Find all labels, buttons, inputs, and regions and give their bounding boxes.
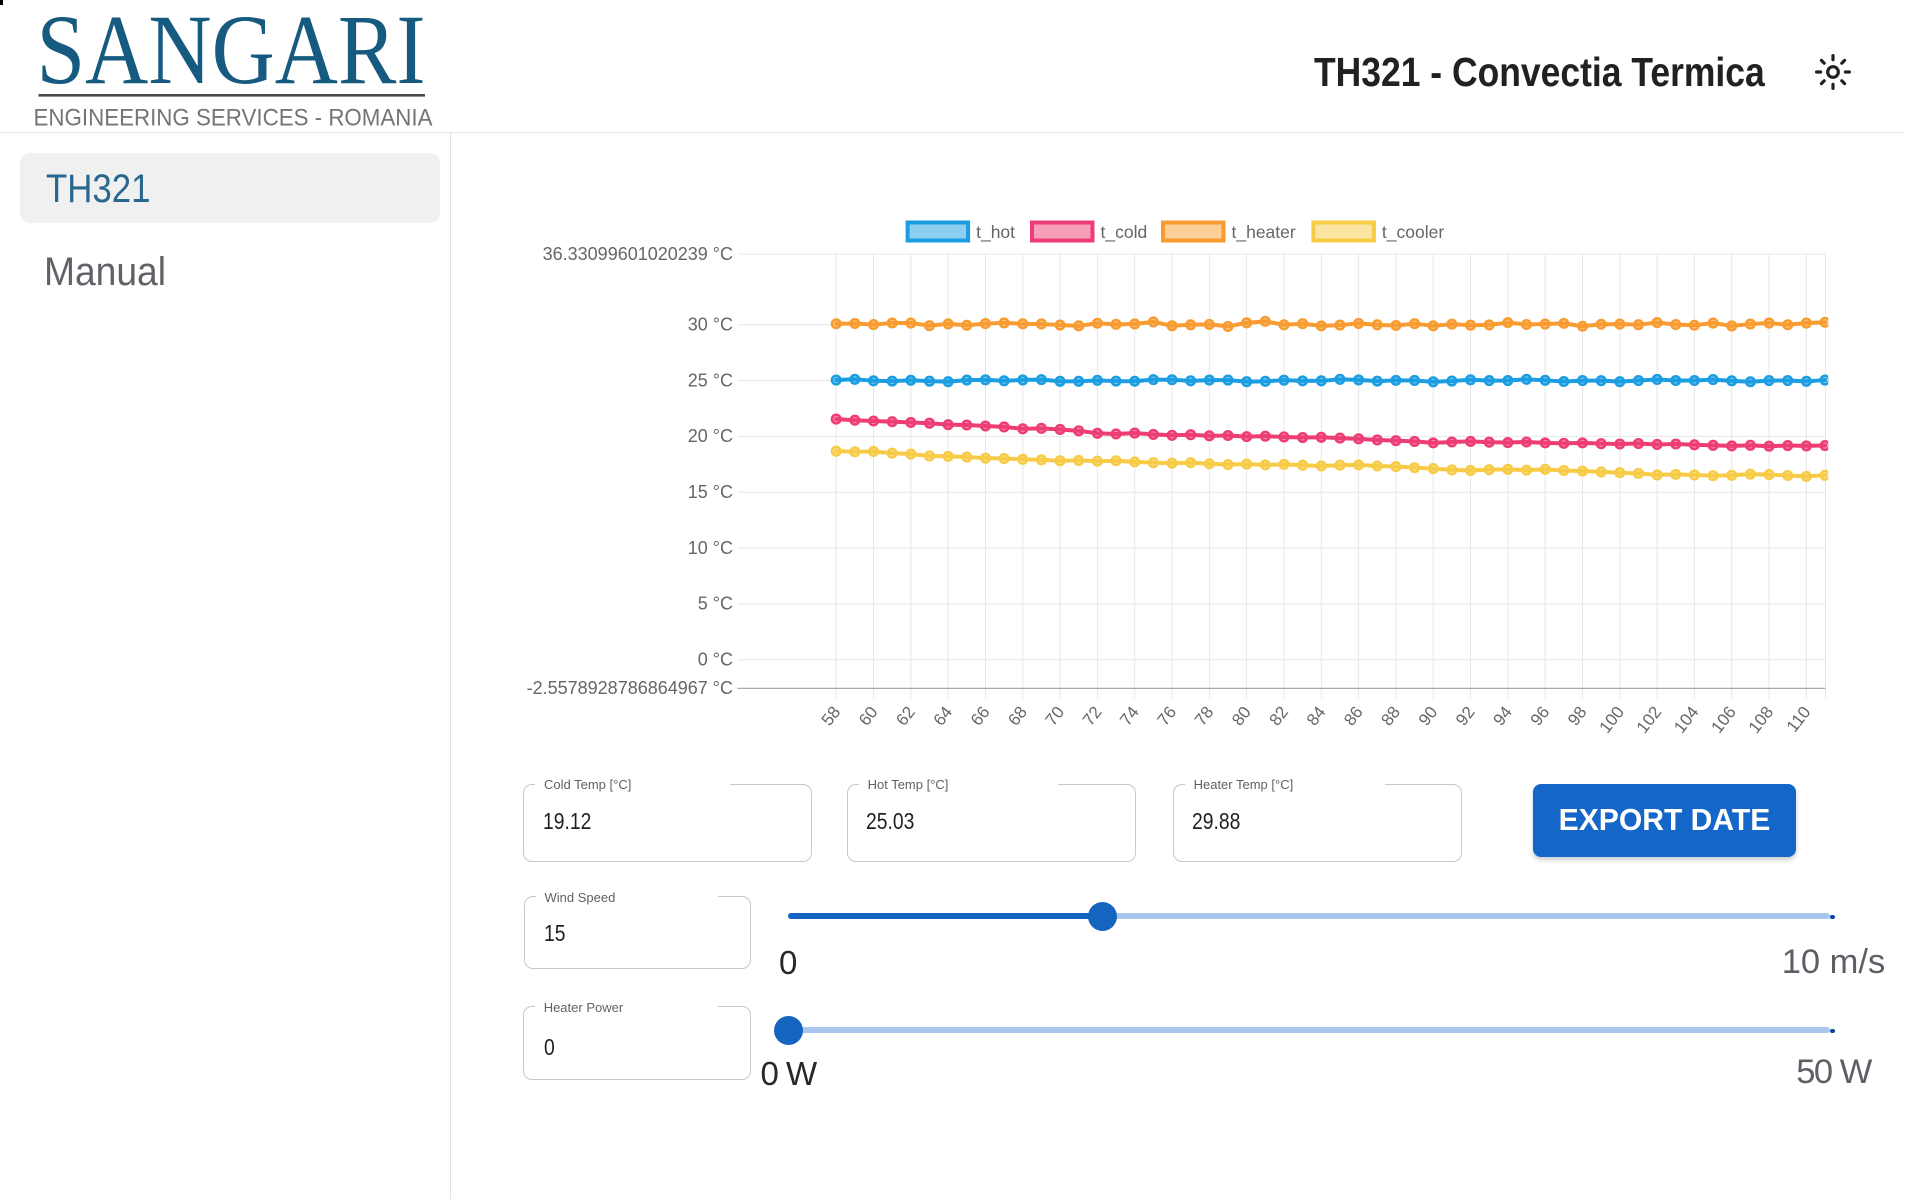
svg-text:15 °C: 15 °C: [688, 482, 733, 502]
svg-text:36.33099601020239 °C: 36.33099601020239 °C: [543, 244, 733, 264]
svg-text:94: 94: [1489, 703, 1516, 730]
svg-text:92: 92: [1452, 703, 1479, 730]
svg-text:t_heater: t_heater: [1232, 222, 1296, 243]
svg-text:100: 100: [1596, 703, 1628, 737]
svg-text:72: 72: [1079, 703, 1106, 730]
svg-text:68: 68: [1004, 703, 1031, 730]
svg-text:108: 108: [1745, 703, 1777, 737]
svg-text:60: 60: [855, 703, 882, 730]
svg-text:t_cold: t_cold: [1101, 222, 1148, 243]
svg-text:30 °C: 30 °C: [688, 315, 733, 335]
svg-text:0 °C: 0 °C: [698, 650, 733, 670]
svg-text:10 °C: 10 °C: [688, 538, 733, 558]
svg-text:78: 78: [1191, 703, 1218, 730]
svg-text:5 °C: 5 °C: [698, 594, 733, 614]
svg-text:ENGINEERING SERVICES - ROMANIA: ENGINEERING SERVICES - ROMANIA: [34, 105, 433, 132]
svg-text:82: 82: [1266, 703, 1293, 730]
svg-text:84: 84: [1303, 703, 1330, 730]
svg-text:74: 74: [1116, 703, 1143, 730]
svg-text:t_cooler: t_cooler: [1382, 222, 1444, 243]
svg-text:110: 110: [1783, 703, 1815, 736]
svg-text:25 °C: 25 °C: [688, 370, 733, 390]
svg-text:t_hot: t_hot: [976, 222, 1015, 243]
svg-text:106: 106: [1707, 703, 1739, 737]
svg-text:70: 70: [1042, 703, 1069, 730]
svg-text:66: 66: [967, 703, 994, 730]
svg-text:58: 58: [818, 703, 845, 730]
svg-text:64: 64: [930, 703, 957, 730]
svg-text:96: 96: [1527, 703, 1554, 730]
svg-text:88: 88: [1377, 703, 1404, 730]
svg-text:104: 104: [1670, 703, 1702, 737]
svg-text:98: 98: [1564, 703, 1591, 730]
svg-text:86: 86: [1340, 703, 1367, 730]
svg-text:102: 102: [1633, 703, 1665, 737]
svg-text:62: 62: [892, 703, 919, 730]
svg-text:SANGARI: SANGARI: [37, 0, 426, 105]
svg-text:76: 76: [1154, 703, 1181, 730]
svg-text:90: 90: [1415, 703, 1442, 730]
svg-text:-2.5578928786864967 °C: -2.5578928786864967 °C: [527, 678, 733, 698]
svg-text:20 °C: 20 °C: [688, 426, 733, 446]
svg-text:80: 80: [1228, 703, 1255, 730]
